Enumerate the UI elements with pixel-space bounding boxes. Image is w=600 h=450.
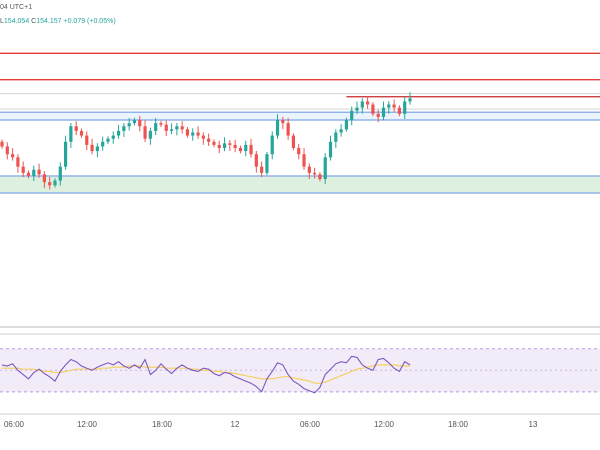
candle: [63, 141, 68, 167]
candle: [191, 132, 195, 136]
candle: [21, 166, 25, 173]
low-value: 154.054: [3, 18, 30, 25]
candle: [286, 123, 290, 136]
candle: [32, 169, 36, 176]
candle: [122, 126, 126, 131]
candle: [265, 154, 269, 173]
candle: [270, 135, 274, 155]
candle: [207, 138, 211, 142]
candle: [350, 110, 354, 121]
candle: [260, 166, 264, 173]
candle: [58, 166, 62, 181]
candle: [217, 144, 221, 148]
close-label: C: [31, 18, 37, 25]
candle: [196, 132, 200, 136]
candle: [10, 154, 15, 158]
candle: [116, 130, 121, 136]
candle: [238, 148, 243, 152]
candle: [355, 107, 359, 111]
time-tick: 06:00: [299, 420, 321, 429]
candle: [371, 104, 375, 114]
candle: [111, 135, 115, 139]
candle: [291, 135, 296, 148]
candle: [249, 144, 253, 155]
time-tick: 12: [230, 420, 240, 429]
candle: [376, 113, 380, 117]
candle: [392, 104, 396, 108]
candle: [360, 101, 364, 108]
time-tick: 18:00: [151, 420, 173, 429]
close-value: 154.157: [36, 18, 62, 25]
candle: [69, 126, 73, 142]
rsi-ma-line: [2, 364, 410, 384]
candle: [366, 101, 370, 105]
candle: [228, 143, 232, 145]
candle: [323, 157, 327, 180]
candle: [0, 141, 4, 147]
candle: [37, 169, 41, 175]
low-label: L: [0, 18, 4, 25]
candle: [85, 135, 89, 145]
candle: [180, 126, 184, 130]
support-zone: [0, 175, 600, 194]
timezone-label: 04 UTC+1: [0, 4, 33, 11]
candle: [313, 172, 317, 175]
candle: [127, 123, 131, 127]
candle: [403, 101, 407, 114]
candle: [48, 182, 52, 186]
candle: [397, 107, 402, 114]
candle: [132, 120, 137, 124]
candle: [387, 104, 391, 108]
candle: [201, 135, 205, 139]
candle: [148, 130, 152, 139]
candle: [297, 148, 301, 155]
candle: [5, 146, 9, 155]
candle: [334, 132, 338, 142]
candle: [328, 141, 333, 158]
candle: [16, 157, 20, 167]
candle: [381, 107, 386, 117]
time-tick: 12:00: [76, 420, 98, 429]
candle: [164, 124, 168, 131]
candle: [74, 126, 78, 131]
candle: [233, 144, 237, 148]
time-tick: 06:00: [3, 420, 25, 429]
candle: [275, 120, 280, 136]
candle: [154, 123, 158, 131]
candle: [408, 98, 412, 102]
upper-zone: [0, 112, 600, 121]
candle: [101, 141, 105, 147]
candle: [175, 126, 179, 130]
candle: [138, 120, 142, 127]
time-tick: 13: [528, 420, 538, 429]
candle: [42, 174, 46, 183]
candle: [307, 166, 311, 173]
candle: [254, 154, 258, 167]
candle: [159, 123, 163, 125]
candle: [79, 130, 84, 136]
candle: [26, 172, 31, 176]
candle: [95, 146, 99, 152]
time-tick: 18:00: [447, 420, 469, 429]
change-value: +0.079 (+0.05%): [63, 18, 116, 25]
candle: [244, 144, 248, 152]
time-tick: 12:00: [373, 420, 395, 429]
candle: [212, 141, 216, 145]
candle: [222, 143, 227, 148]
candle: [53, 180, 57, 186]
rsi-line: [1, 355, 411, 394]
candle: [185, 129, 190, 136]
candle: [143, 126, 147, 139]
candle: [318, 174, 322, 180]
candle: [106, 138, 110, 142]
candle: [90, 144, 94, 152]
candle: [339, 129, 343, 133]
candle: [281, 120, 285, 124]
candle: [169, 129, 174, 131]
ohlc-readout: L154.054 C154.157 +0.079 (+0.05%): [0, 18, 116, 25]
candle: [302, 154, 306, 167]
candle: [344, 120, 349, 130]
